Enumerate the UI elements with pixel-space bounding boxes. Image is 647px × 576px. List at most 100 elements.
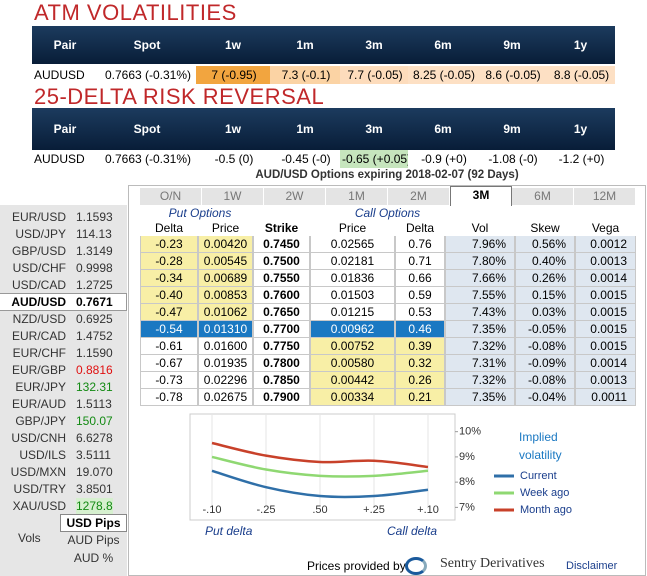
table-cell: 7.32% xyxy=(445,338,515,355)
period-tab[interactable]: 1W xyxy=(202,188,264,205)
cell: 8.8 (-0.05) xyxy=(546,66,615,84)
column-header: 3m xyxy=(365,122,383,136)
period-tab[interactable]: 1M xyxy=(326,188,388,205)
table-cell: 0.02565 xyxy=(310,236,395,253)
table-cell: 0.02675 xyxy=(198,389,253,406)
table-cell: 0.00580 xyxy=(310,355,395,372)
market-pair[interactable]: USD/CHF xyxy=(12,261,66,275)
table-cell: 0.02296 xyxy=(198,372,253,389)
table-cell: 0.03% xyxy=(515,304,575,321)
market-pair[interactable]: EUR/AUD xyxy=(11,397,66,411)
cell: AUDUSD xyxy=(32,150,98,168)
table-cell: 0.00689 xyxy=(198,270,253,287)
y-tick-label: 7% xyxy=(459,501,475,513)
section-title: 25-DELTA RISK REVERSAL xyxy=(34,84,325,109)
market-pair[interactable]: USD/CNH xyxy=(11,431,66,445)
market-pair[interactable]: USD/TRY xyxy=(13,482,66,496)
table-cell: 0.02181 xyxy=(310,253,395,270)
table-cell: 0.76 xyxy=(395,236,445,253)
market-pair[interactable]: AUD/USD xyxy=(11,295,66,309)
table-header: Vol xyxy=(471,221,489,235)
market-value: 1278.8 xyxy=(76,498,113,514)
table-cell: 0.7450 xyxy=(253,236,310,253)
table-cell: 0.0013 xyxy=(575,253,636,270)
table-header: Strike xyxy=(264,221,299,235)
x-tick-label: -.25 xyxy=(257,504,276,516)
header-bar xyxy=(32,108,615,150)
market-value: 1.4752 xyxy=(76,329,113,343)
cell: 8.25 (-0.05) xyxy=(408,66,478,84)
cell: -0.5 (0) xyxy=(196,150,270,168)
column-header: 6m xyxy=(434,38,452,52)
market-pair[interactable]: EUR/JPY xyxy=(15,380,66,394)
y-tick-label: 9% xyxy=(459,451,475,463)
market-pair[interactable]: EUR/CHF xyxy=(12,346,66,360)
table-cell: -0.08% xyxy=(515,338,575,355)
table-cell: 0.21 xyxy=(395,389,445,406)
unit-option[interactable]: AUD Pips xyxy=(67,533,120,547)
table-cell: 0.00752 xyxy=(310,338,395,355)
market-value: 1.3149 xyxy=(76,244,113,258)
table-cell: 0.7550 xyxy=(253,270,310,287)
column-header: Spot xyxy=(133,38,161,52)
column-header: 1w xyxy=(224,38,241,52)
table-cell: 0.00962 xyxy=(310,321,395,338)
brand: Sentry Derivatives xyxy=(440,556,545,571)
unit-option[interactable]: AUD % xyxy=(73,551,114,565)
period-tab[interactable]: 6M xyxy=(512,188,574,205)
table-cell: 0.0014 xyxy=(575,355,636,372)
table-cell: 0.7600 xyxy=(253,287,310,304)
column-header: 1m xyxy=(296,38,314,52)
market-pair[interactable]: EUR/CAD xyxy=(11,329,66,343)
market-pair[interactable]: GBP/USD xyxy=(11,244,66,258)
table-cell: 0.0015 xyxy=(575,321,636,338)
cell: -1.2 (+0) xyxy=(546,150,615,168)
market-pair[interactable]: XAU/USD xyxy=(12,499,66,513)
cell: -0.45 (-0) xyxy=(270,150,340,168)
table-cell: 0.66 xyxy=(395,270,445,287)
market-value: 19.070 xyxy=(76,465,113,479)
cell: -0.9 (+0) xyxy=(408,150,478,168)
table-cell: 7.43% xyxy=(445,304,515,321)
market-pair[interactable]: USD/JPY xyxy=(15,227,66,241)
table-cell: 0.71 xyxy=(395,253,445,270)
plot-area xyxy=(189,413,456,521)
period-tab[interactable]: 12M xyxy=(574,188,636,205)
column-header: 3m xyxy=(365,38,383,52)
table-cell: 0.00334 xyxy=(310,389,395,406)
market-pair[interactable]: NZD/USD xyxy=(12,312,66,326)
market-value: 3.5111 xyxy=(76,448,111,462)
cell: 8.6 (-0.05) xyxy=(478,66,546,84)
unit-selected[interactable]: USD Pips xyxy=(60,514,127,532)
column-header: 1y xyxy=(573,122,588,136)
table-cell: 0.0013 xyxy=(575,372,636,389)
table-cell: 0.15% xyxy=(515,287,575,304)
market-pair[interactable]: USD/MXN xyxy=(10,465,66,479)
column-header: 9m xyxy=(503,122,521,136)
market-value: 1.2725 xyxy=(76,278,113,292)
table-cell: 7.66% xyxy=(445,270,515,287)
period-tab[interactable]: O/N xyxy=(140,188,202,205)
table-cell: 0.00442 xyxy=(310,372,395,389)
unit-label: Vols xyxy=(18,531,41,545)
market-pair[interactable]: USD/CAD xyxy=(11,278,66,292)
legend-label: Current xyxy=(520,470,557,482)
market-pair[interactable]: USD/ILS xyxy=(19,448,66,462)
period-tab[interactable]: 3M xyxy=(450,186,512,206)
table-cell: 0.40% xyxy=(515,253,575,270)
market-pair[interactable]: EUR/GBP xyxy=(11,363,66,377)
period-tab[interactable]: 2M xyxy=(388,188,450,205)
market-value: 0.8816 xyxy=(76,363,113,377)
y-tick-label: 10% xyxy=(459,426,481,438)
market-pair[interactable]: EUR/USD xyxy=(11,210,66,224)
table-cell: 0.01935 xyxy=(198,355,253,372)
axis-label: Put delta xyxy=(205,524,253,538)
period-tab[interactable]: 2W xyxy=(264,188,326,205)
column-header: Pair xyxy=(53,38,77,52)
table-header: Price xyxy=(211,221,240,235)
table-cell: 0.59 xyxy=(395,287,445,304)
disclaimer-link[interactable]: Disclaimer xyxy=(566,560,618,572)
market-pair[interactable]: GBP/JPY xyxy=(15,414,66,428)
